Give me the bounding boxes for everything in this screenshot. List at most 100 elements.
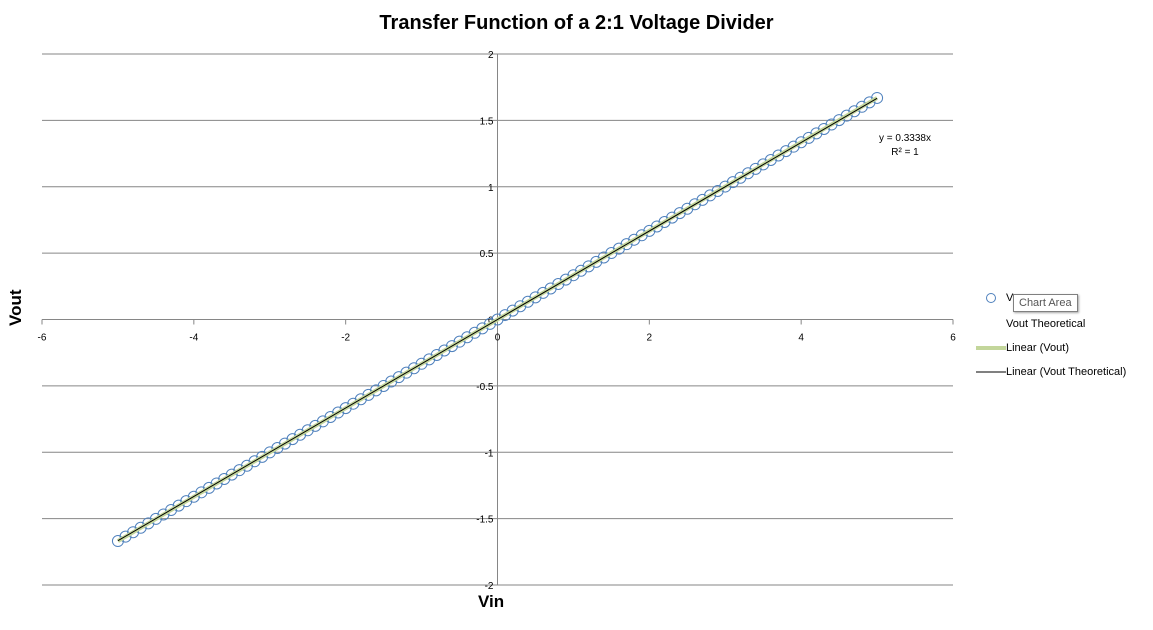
data-point xyxy=(666,211,679,224)
y-tick-label: -0.5 xyxy=(476,382,494,393)
data-point xyxy=(764,153,777,166)
y-tick-label: 1.5 xyxy=(480,116,494,127)
data-point xyxy=(757,158,770,171)
trendline-linear-vout-theoretical xyxy=(117,97,878,542)
data-point xyxy=(225,468,238,481)
legend-item-vout[interactable]: V xyxy=(976,290,1013,306)
data-point xyxy=(233,464,246,477)
trendline-r2-text: R² = 1 xyxy=(891,147,919,158)
data-point xyxy=(111,535,124,548)
legend-item-linear-vout[interactable]: Linear (Vout) xyxy=(976,340,1069,356)
data-point xyxy=(795,136,808,149)
data-point xyxy=(309,419,322,432)
data-point xyxy=(149,512,162,525)
data-point xyxy=(521,295,534,308)
legend-label: Linear (Vout) xyxy=(1006,342,1069,354)
legend[interactable]: V Vout Theoretical Linear (Vout) Linear … xyxy=(976,290,1151,390)
data-point xyxy=(833,114,846,127)
data-point xyxy=(605,247,618,260)
data-point xyxy=(704,189,717,202)
legend-item-vout-theoretical[interactable]: Vout Theoretical xyxy=(976,316,1085,332)
data-point xyxy=(301,424,314,437)
data-point xyxy=(628,233,641,246)
data-point xyxy=(635,229,648,242)
data-point xyxy=(506,304,519,317)
data-point xyxy=(347,397,360,410)
data-point xyxy=(840,109,853,122)
data-point xyxy=(612,242,625,255)
data-point xyxy=(271,442,284,455)
blank-marker-icon xyxy=(976,316,1006,332)
data-point xyxy=(203,481,216,494)
data-point xyxy=(810,127,823,140)
data-point xyxy=(278,437,291,450)
data-point xyxy=(385,375,398,388)
data-point xyxy=(339,402,352,415)
data-point xyxy=(597,251,610,264)
data-point xyxy=(734,171,747,184)
x-axis-label: Vin xyxy=(478,592,505,611)
data-point xyxy=(779,145,792,158)
data-point xyxy=(210,477,223,490)
data-point xyxy=(119,530,132,543)
data-point xyxy=(256,450,269,463)
data-point xyxy=(848,105,861,118)
data-point xyxy=(688,198,701,211)
data-point xyxy=(483,317,496,330)
data-point xyxy=(316,415,329,428)
data-point xyxy=(514,300,527,313)
data-point xyxy=(719,180,732,193)
data-point xyxy=(491,313,504,326)
data-point xyxy=(544,282,557,295)
data-point xyxy=(559,273,572,286)
data-point xyxy=(696,193,709,206)
data-point xyxy=(407,362,420,375)
data-point xyxy=(430,348,443,361)
data-point xyxy=(248,455,261,468)
data-point xyxy=(855,100,868,113)
data-point xyxy=(650,220,663,233)
data-points xyxy=(111,91,884,548)
data-point xyxy=(825,118,838,131)
data-point xyxy=(620,238,633,251)
thick-green-line-icon xyxy=(976,340,1006,356)
data-point xyxy=(324,410,337,423)
data-point xyxy=(400,366,413,379)
data-point xyxy=(445,340,458,353)
trendlines xyxy=(116,96,879,543)
legend-label: Vout Theoretical xyxy=(1006,318,1086,330)
y-tick-label: -1.5 xyxy=(476,515,494,526)
data-point xyxy=(742,167,755,180)
data-point xyxy=(681,202,694,215)
tick-labels: 2 1.5 1 0.5 0 -0.5 -1 -1.5 -2 -6 -4 -2 0 2 4 6 xyxy=(38,50,957,592)
legend-label: Linear (Vout Theoretical) xyxy=(1006,366,1127,378)
data-point xyxy=(461,331,474,344)
data-point xyxy=(423,353,436,366)
data-point xyxy=(871,91,884,104)
data-point xyxy=(180,495,193,508)
trendline-equation[interactable]: y = 0.3338x R² = 1 xyxy=(862,132,948,160)
data-point xyxy=(332,406,345,419)
data-point xyxy=(529,291,542,304)
x-tick-label: 4 xyxy=(798,333,804,344)
data-point xyxy=(354,393,367,406)
data-point xyxy=(370,384,383,397)
data-point xyxy=(157,508,170,521)
x-tick-label: -4 xyxy=(189,333,198,344)
data-point xyxy=(590,255,603,268)
data-point xyxy=(575,264,588,277)
x-tick-label: 2 xyxy=(647,333,653,344)
data-point xyxy=(240,459,253,472)
data-point xyxy=(537,286,550,299)
chart-area-tooltip: Chart Area xyxy=(1013,294,1078,312)
data-point xyxy=(749,162,762,175)
y-tick-label: 1 xyxy=(488,183,494,194)
y-tick-label: 0.5 xyxy=(480,249,494,260)
data-point xyxy=(134,521,147,534)
data-point xyxy=(195,486,208,499)
x-tick-label: 0 xyxy=(495,333,501,344)
legend-item-linear-vout-theoretical[interactable]: Linear (Vout Theoretical) xyxy=(976,364,1126,380)
y-axis-label: Vout xyxy=(6,289,25,326)
data-point xyxy=(142,517,155,530)
